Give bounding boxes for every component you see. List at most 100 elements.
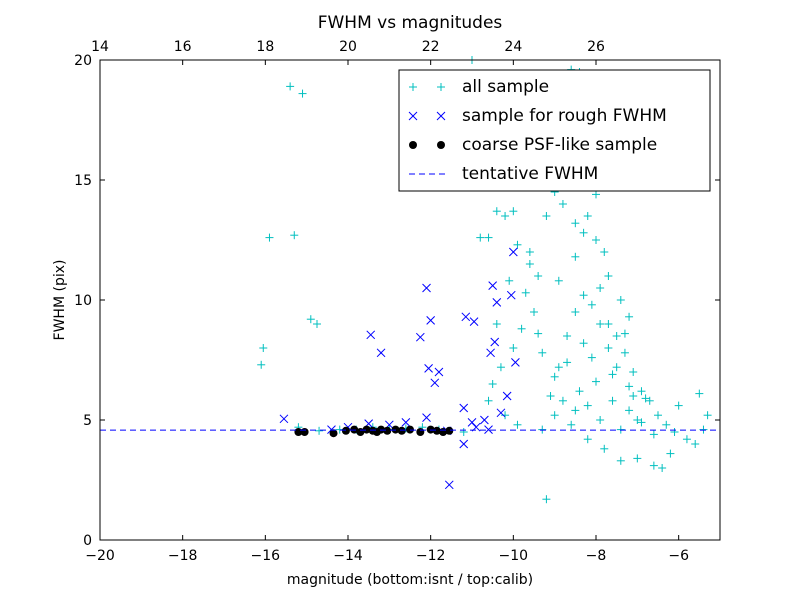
all-sample-point xyxy=(571,308,580,316)
all-sample-point xyxy=(662,420,671,429)
legend-label-rough-fwhm: sample for rough FWHM xyxy=(462,106,667,126)
legend-symbol-rough-fwhm xyxy=(408,111,418,121)
all-sample-point xyxy=(604,272,613,280)
all-sample-point xyxy=(492,320,501,328)
top-tick-label: 24 xyxy=(504,39,522,55)
all-sample-point xyxy=(521,288,530,297)
rough-fwhm-point xyxy=(426,316,436,325)
all-sample-point xyxy=(501,212,510,220)
all-sample-point xyxy=(600,248,609,256)
all-sample-point xyxy=(649,430,658,439)
rough-fwhm-point xyxy=(480,415,489,425)
legend-symbol-all-sample xyxy=(409,83,417,91)
top-tick-label: 16 xyxy=(174,39,192,55)
all-sample-point xyxy=(286,82,295,91)
rough-fwhm-point xyxy=(490,337,500,347)
all-sample-point xyxy=(654,411,662,420)
rough-fwhm-point xyxy=(486,348,495,358)
all-sample-point xyxy=(534,329,543,338)
rough-fwhm-point xyxy=(401,418,411,427)
all-sample-point xyxy=(579,228,588,237)
all-sample-point xyxy=(509,207,518,216)
rough-fwhm-point xyxy=(430,378,440,388)
x-tick-label: −6 xyxy=(668,548,689,564)
all-sample-point xyxy=(257,360,266,369)
rough-fwhm-point xyxy=(376,348,386,358)
all-sample-point xyxy=(554,276,563,285)
all-sample-point xyxy=(558,200,567,208)
rough-fwhm-point xyxy=(459,403,469,413)
top-tick-label: 18 xyxy=(256,39,274,55)
all-sample-point xyxy=(525,248,534,256)
rough-fwhm-point xyxy=(434,367,444,377)
legend-label-psf-like: coarse PSF-like sample xyxy=(462,135,657,155)
all-sample-point xyxy=(658,464,667,472)
legend-symbols xyxy=(408,83,446,175)
y-tick-label: 10 xyxy=(74,293,92,309)
y-tick-label: 20 xyxy=(74,53,92,69)
rough-fwhm-point xyxy=(488,281,498,290)
all-sample-point xyxy=(298,89,307,98)
all-sample-point xyxy=(633,416,642,424)
all-sample-point xyxy=(542,495,551,504)
x-tick-label: −8 xyxy=(586,548,607,564)
all-sample-point xyxy=(629,368,638,376)
all-sample-point xyxy=(546,392,555,400)
rough-fwhm-point xyxy=(422,413,431,422)
all-sample-point xyxy=(596,416,605,424)
all-sample-point xyxy=(259,344,268,352)
all-sample-point xyxy=(592,377,600,386)
psf-like-point xyxy=(416,428,425,436)
all-sample-point xyxy=(612,332,621,340)
all-sample-point xyxy=(596,284,605,292)
all-sample-point xyxy=(550,411,559,420)
all-sample-point xyxy=(484,233,493,242)
y-tick-label: 0 xyxy=(83,533,92,549)
all-sample-point xyxy=(608,370,617,379)
all-sample-point xyxy=(625,406,634,415)
top-tick-label: 14 xyxy=(91,39,109,55)
psf-like-point xyxy=(432,426,441,435)
all-sample-point xyxy=(538,348,547,357)
rough-fwhm-point xyxy=(279,414,289,424)
all-sample-point xyxy=(509,344,518,352)
all-sample-point xyxy=(633,454,642,463)
all-sample-point xyxy=(645,396,654,405)
rough-fwhm-point xyxy=(508,247,518,257)
y-tick-label: 5 xyxy=(83,413,92,429)
psf-like-point xyxy=(445,426,454,435)
psf-like-point xyxy=(300,428,309,436)
rough-fwhm-point xyxy=(422,283,431,293)
all-sample-point xyxy=(592,190,600,199)
rough-fwhm-point xyxy=(506,290,516,300)
all-sample-point xyxy=(550,372,559,381)
x-tick-label: −18 xyxy=(168,548,198,564)
rough-fwhm-point xyxy=(424,364,433,373)
all-sample-point xyxy=(501,411,510,420)
plot-area xyxy=(100,56,720,504)
all-sample-point xyxy=(600,444,609,453)
all-sample-point xyxy=(484,396,493,405)
all-sample-point xyxy=(666,449,675,458)
all-sample-point xyxy=(695,389,704,398)
all-sample-point xyxy=(496,363,505,372)
all-sample-point xyxy=(306,315,315,324)
all-sample-point xyxy=(583,212,592,220)
all-sample-point xyxy=(554,363,563,372)
all-sample-point xyxy=(637,418,646,427)
all-sample-point xyxy=(625,312,634,321)
all-sample-point xyxy=(525,260,534,268)
top-tick-label: 20 xyxy=(339,39,357,55)
psf-like-point xyxy=(329,429,338,438)
all-sample-point xyxy=(637,387,646,396)
all-sample-point xyxy=(513,420,522,429)
all-sample-point xyxy=(604,344,613,352)
y-tick-label: 15 xyxy=(74,173,92,189)
legend-symbol-psf-like xyxy=(437,141,445,149)
x-tick-label: −20 xyxy=(85,548,115,564)
all-sample-point xyxy=(488,380,497,388)
rough-fwhm-point xyxy=(484,425,493,434)
all-sample-point xyxy=(649,461,658,470)
